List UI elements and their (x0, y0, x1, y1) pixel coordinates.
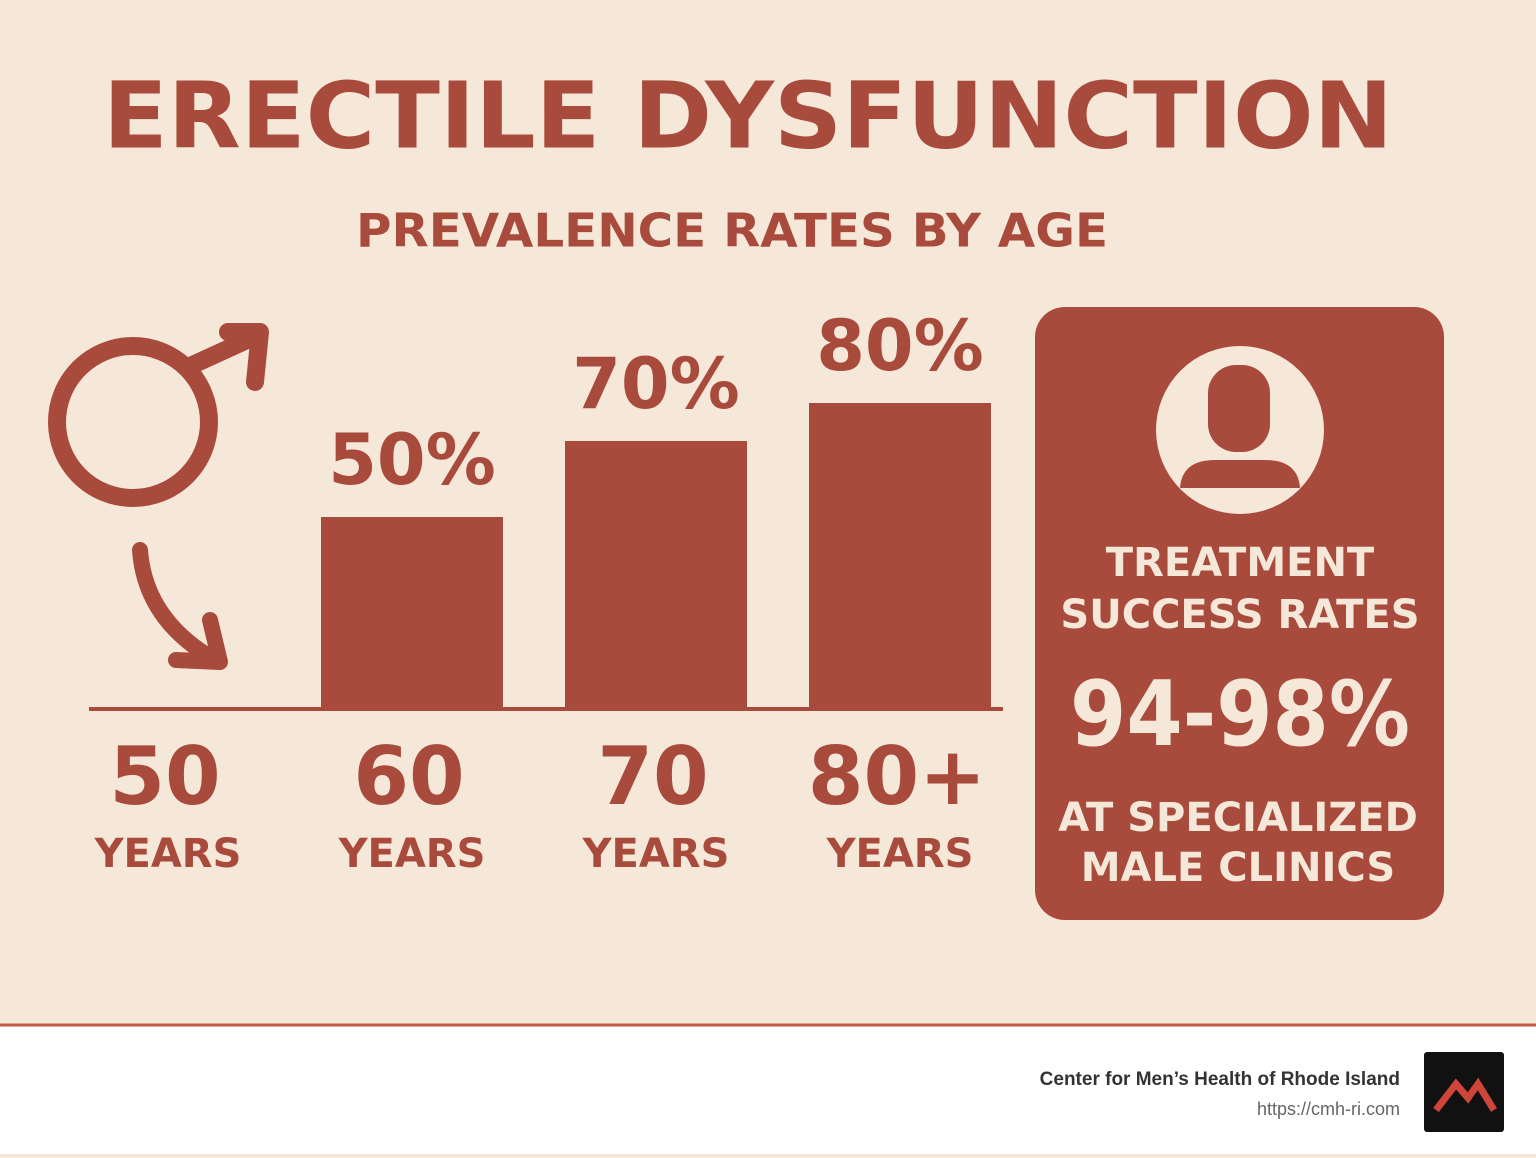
callout-note: AT SPECIALIZED (1058, 795, 1418, 841)
x-tick-label: 80+ (808, 730, 986, 823)
trend-arrow (132, 542, 228, 670)
value-label: 70% (572, 343, 740, 425)
x-tick-sublabel: YEARS (582, 831, 730, 877)
x-tick-label: 70 (597, 730, 708, 823)
male-icon (48, 323, 269, 507)
value-label: 80% (816, 305, 984, 387)
callout-heading: TREATMENT (1106, 540, 1375, 586)
callout-rate: 94-98% (1070, 662, 1410, 767)
callout-heading: SUCCESS RATES (1060, 592, 1419, 638)
x-tick-label: 50 (109, 730, 220, 823)
footer-organization: Center for Men’s Health of Rhode Island (1040, 1069, 1400, 1090)
bar (809, 403, 991, 707)
x-tick-sublabel: YEARS (338, 831, 486, 877)
callout-panel (1035, 307, 1444, 920)
chart-subtitle: PREVALENCE RATES BY AGE (356, 204, 1108, 258)
logo-mark (1433, 1077, 1497, 1113)
x-tick-sublabel: YEARS (94, 831, 242, 877)
chart-title: ERECTILE DYSFUNCTION (103, 62, 1393, 169)
person-head (1208, 365, 1270, 452)
value-label: 50% (328, 419, 496, 501)
footer (0, 1025, 1536, 1154)
x-tick-sublabel: YEARS (826, 831, 974, 877)
bar (321, 517, 503, 707)
footer-url[interactable]: https://cmh-ri.com (1257, 1099, 1400, 1119)
bar (565, 441, 747, 707)
person-body (1180, 460, 1300, 488)
callout-note: MALE CLINICS (1081, 845, 1396, 891)
x-tick-label: 60 (353, 730, 464, 823)
